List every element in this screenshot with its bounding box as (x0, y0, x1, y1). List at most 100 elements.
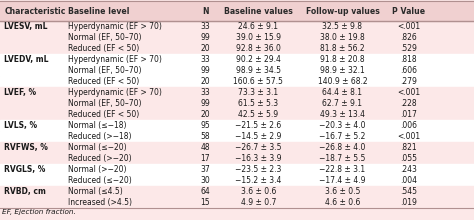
Text: .017: .017 (401, 110, 417, 119)
Text: .055: .055 (401, 154, 417, 163)
Bar (0, 120, 474, 131)
Text: .243: .243 (401, 165, 417, 174)
Text: Reduced (>−18): Reduced (>−18) (68, 132, 132, 141)
Text: 98.9 ± 32.1: 98.9 ± 32.1 (320, 66, 365, 75)
Text: −23.5 ± 2.3: −23.5 ± 2.3 (235, 165, 282, 174)
Text: 33: 33 (200, 22, 210, 31)
Text: Hyperdynamic (EF > 70): Hyperdynamic (EF > 70) (68, 22, 162, 31)
Text: LVESV, mL: LVESV, mL (4, 22, 48, 31)
Text: 33: 33 (200, 88, 210, 97)
Text: −18.7 ± 5.5: −18.7 ± 5.5 (319, 154, 365, 163)
Text: 3.6 ± 0.5: 3.6 ± 0.5 (325, 187, 360, 196)
Text: .529: .529 (401, 44, 417, 53)
Text: 4.6 ± 0.6: 4.6 ± 0.6 (325, 198, 360, 207)
Text: EF, Ejection fraction.: EF, Ejection fraction. (2, 209, 76, 215)
Text: 140.9 ± 68.2: 140.9 ± 68.2 (318, 77, 367, 86)
Text: LVEDV, mL: LVEDV, mL (4, 55, 49, 64)
Text: .006: .006 (401, 121, 417, 130)
Text: 49.3 ± 13.4: 49.3 ± 13.4 (320, 110, 365, 119)
Text: 95: 95 (200, 121, 210, 130)
Text: 15: 15 (200, 198, 210, 207)
Bar (0, 54, 474, 65)
Text: 4.9 ± 0.7: 4.9 ± 0.7 (241, 198, 276, 207)
Text: Baseline level: Baseline level (68, 7, 130, 16)
Bar (0, 65, 474, 76)
Text: 30: 30 (200, 176, 210, 185)
Text: .821: .821 (401, 143, 417, 152)
Text: 20: 20 (200, 44, 210, 53)
Bar (0, 98, 474, 109)
Text: .019: .019 (401, 198, 417, 207)
Text: <.001: <.001 (397, 22, 420, 31)
Text: .228: .228 (401, 99, 417, 108)
Text: 20: 20 (200, 110, 210, 119)
Text: Reduced (EF < 50): Reduced (EF < 50) (68, 44, 139, 53)
Text: Normal (≤−20): Normal (≤−20) (68, 143, 127, 152)
Text: Reduced (EF < 50): Reduced (EF < 50) (68, 110, 139, 119)
Text: 42.5 ± 5.9: 42.5 ± 5.9 (238, 110, 278, 119)
Bar (0, 142, 474, 153)
Text: Reduced (>−20): Reduced (>−20) (68, 154, 132, 163)
Text: 99: 99 (200, 66, 210, 75)
Text: .279: .279 (401, 77, 417, 86)
Bar (0, 197, 474, 208)
Text: P Value: P Value (392, 7, 425, 16)
Text: −15.2 ± 3.4: −15.2 ± 3.4 (235, 176, 282, 185)
Text: <.001: <.001 (397, 132, 420, 141)
Text: 160.6 ± 57.5: 160.6 ± 57.5 (233, 77, 283, 86)
Text: 38.0 ± 19.8: 38.0 ± 19.8 (320, 33, 365, 42)
Text: RVGLS, %: RVGLS, % (4, 165, 46, 174)
Bar (0, 1, 474, 21)
Bar (0, 153, 474, 164)
Text: Normal (>−20): Normal (>−20) (68, 165, 127, 174)
Text: −16.3 ± 3.9: −16.3 ± 3.9 (235, 154, 282, 163)
Text: 33: 33 (200, 55, 210, 64)
Text: .545: .545 (401, 187, 417, 196)
Bar (0, 21, 474, 32)
Text: 99: 99 (200, 99, 210, 108)
Text: 39.0 ± 15.9: 39.0 ± 15.9 (236, 33, 281, 42)
Bar (0, 43, 474, 54)
Text: 3.6 ± 0.6: 3.6 ± 0.6 (241, 187, 276, 196)
Text: −16.7 ± 5.2: −16.7 ± 5.2 (319, 132, 365, 141)
Text: Baseline values: Baseline values (224, 7, 293, 16)
Text: −26.8 ± 4.0: −26.8 ± 4.0 (319, 143, 365, 152)
Text: 98.9 ± 34.5: 98.9 ± 34.5 (236, 66, 281, 75)
Text: Normal (≤4.5): Normal (≤4.5) (68, 187, 123, 196)
Text: −21.5 ± 2.6: −21.5 ± 2.6 (235, 121, 282, 130)
Text: Normal (≤−18): Normal (≤−18) (68, 121, 127, 130)
Text: Hyperdynamic (EF > 70): Hyperdynamic (EF > 70) (68, 55, 162, 64)
Bar (0, 186, 474, 197)
Text: Characteristic: Characteristic (4, 7, 65, 16)
Bar (0, 164, 474, 175)
Text: LVEF, %: LVEF, % (4, 88, 36, 97)
Text: 81.8 ± 56.2: 81.8 ± 56.2 (320, 44, 365, 53)
Text: 64: 64 (200, 187, 210, 196)
Bar (0, 32, 474, 43)
Text: Reduced (≤−20): Reduced (≤−20) (68, 176, 132, 185)
Text: −22.8 ± 3.1: −22.8 ± 3.1 (319, 165, 365, 174)
Text: 20: 20 (200, 77, 210, 86)
Bar (0, 87, 474, 98)
Text: RVBD, cm: RVBD, cm (4, 187, 46, 196)
Text: −26.7 ± 3.5: −26.7 ± 3.5 (235, 143, 282, 152)
Text: 62.7 ± 9.1: 62.7 ± 9.1 (322, 99, 363, 108)
Text: Follow-up values: Follow-up values (306, 7, 379, 16)
Text: <.001: <.001 (397, 88, 420, 97)
Text: 37: 37 (200, 165, 210, 174)
Text: 61.5 ± 5.3: 61.5 ± 5.3 (238, 99, 278, 108)
Text: Normal (EF, 50–70): Normal (EF, 50–70) (68, 99, 142, 108)
Text: .818: .818 (401, 55, 417, 64)
Text: −14.5 ± 2.9: −14.5 ± 2.9 (235, 132, 282, 141)
Text: −20.3 ± 4.0: −20.3 ± 4.0 (319, 121, 366, 130)
Text: Normal (EF, 50–70): Normal (EF, 50–70) (68, 33, 142, 42)
Text: Hyperdynamic (EF > 70): Hyperdynamic (EF > 70) (68, 88, 162, 97)
Text: −17.4 ± 4.9: −17.4 ± 4.9 (319, 176, 366, 185)
Text: Reduced (EF < 50): Reduced (EF < 50) (68, 77, 139, 86)
Text: .826: .826 (401, 33, 417, 42)
Text: RVFWS, %: RVFWS, % (4, 143, 48, 152)
Text: Increased (>4.5): Increased (>4.5) (68, 198, 132, 207)
Text: 91.8 ± 20.8: 91.8 ± 20.8 (320, 55, 365, 64)
Text: 64.4 ± 8.1: 64.4 ± 8.1 (322, 88, 363, 97)
Text: .606: .606 (401, 66, 417, 75)
